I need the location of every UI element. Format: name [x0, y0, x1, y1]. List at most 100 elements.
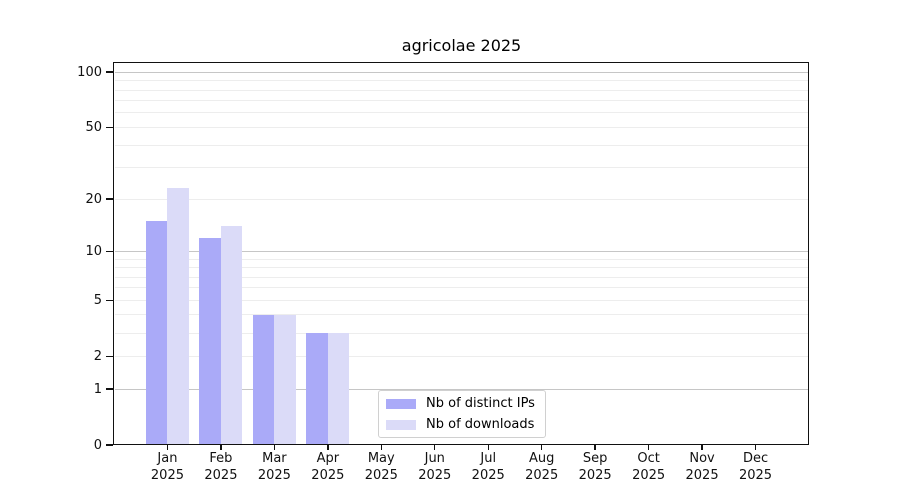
- legend-label-distinct-ips: Nb of distinct IPs: [426, 396, 535, 411]
- gridline-minor: [115, 80, 808, 82]
- x-tick: [540, 445, 543, 450]
- y-tick: [106, 198, 113, 200]
- x-tick-month: Jul: [480, 451, 497, 466]
- gridline-minor: [115, 276, 808, 278]
- legend: Nb of distinct IPs Nb of downloads: [378, 390, 546, 438]
- y-tick-label: 5: [93, 292, 102, 308]
- x-tick-month: May: [367, 451, 395, 466]
- bar-distinct-ips-mar: [252, 314, 275, 444]
- bar-downloads-feb: [220, 226, 243, 444]
- bar-downloads-mar: [274, 314, 296, 444]
- legend-swatch-downloads: [386, 419, 416, 430]
- x-tick-label-mar: Mar 2025: [246, 451, 302, 484]
- x-tick: [701, 445, 703, 450]
- x-tick-year: 2025: [471, 467, 505, 483]
- x-tick: [647, 445, 650, 450]
- x-tick-label-nov: Nov 2025: [674, 451, 730, 484]
- y-tick-label: 100: [77, 64, 102, 80]
- y-tick: [106, 355, 113, 357]
- gridline-minor: [115, 355, 808, 357]
- y-tick: [106, 126, 113, 129]
- gridline-major: [115, 250, 808, 252]
- x-tick-year: 2025: [364, 467, 398, 483]
- x-tick-month: Nov: [689, 451, 715, 466]
- x-tick-year: 2025: [311, 467, 345, 483]
- x-tick-month: Feb: [209, 451, 233, 466]
- gridline-major: [115, 388, 808, 390]
- x-tick-label-oct: Oct 2025: [621, 451, 677, 484]
- x-tick-month: Oct: [637, 451, 660, 466]
- x-tick: [434, 445, 436, 450]
- y-tick-label: 1: [93, 381, 102, 397]
- gridline-major: [115, 71, 808, 73]
- legend-item-downloads: Nb of downloads: [386, 415, 545, 434]
- x-tick: [487, 445, 489, 450]
- legend-item-distinct-ips: Nb of distinct IPs: [386, 394, 545, 413]
- x-tick: [594, 445, 596, 450]
- x-tick-year: 2025: [204, 467, 238, 483]
- y-tick-label: 20: [85, 191, 102, 207]
- gridline-minor: [115, 314, 808, 316]
- x-tick: [166, 445, 169, 450]
- x-tick: [380, 445, 382, 450]
- gridline-minor: [115, 100, 808, 102]
- x-tick-month: Jan: [157, 451, 178, 466]
- x-tick-label-dec: Dec 2025: [728, 451, 784, 484]
- x-tick-month: Aug: [528, 451, 555, 466]
- x-tick-year: 2025: [418, 467, 452, 483]
- x-tick-label-jun: Jun 2025: [407, 451, 463, 484]
- gridline-minor: [115, 126, 808, 128]
- gridline-minor: [115, 167, 808, 169]
- x-tick-label-feb: Feb 2025: [193, 451, 249, 484]
- x-tick-year: 2025: [257, 467, 291, 483]
- x-tick-month: Sep: [582, 451, 608, 466]
- gridline-minor: [115, 112, 808, 114]
- x-tick-month: Mar: [262, 451, 287, 466]
- bar-distinct-ips-feb: [199, 237, 221, 444]
- gridline-minor: [115, 198, 808, 200]
- y-tick-label: 50: [85, 119, 102, 135]
- x-tick-year: 2025: [525, 467, 559, 483]
- x-tick: [273, 445, 276, 450]
- x-tick-label-may: May 2025: [353, 451, 409, 484]
- legend-swatch-distinct-ips: [386, 398, 416, 409]
- x-tick-label-jan: Jan 2025: [139, 451, 195, 484]
- chart-title: agricolae 2025: [401, 36, 522, 55]
- x-tick-month: Jun: [424, 451, 445, 466]
- x-tick-month: Apr: [316, 451, 340, 466]
- y-tick: [106, 71, 113, 73]
- x-tick: [327, 445, 329, 450]
- x-tick-label-apr: Apr 2025: [300, 451, 356, 484]
- x-tick-label-sep: Sep 2025: [567, 451, 623, 484]
- x-tick-label-jul: Jul 2025: [460, 451, 516, 484]
- x-tick-label-aug: Aug 2025: [514, 451, 570, 484]
- gridline-minor: [115, 267, 808, 268]
- x-tick-year: 2025: [150, 467, 184, 483]
- gridline-minor: [115, 287, 808, 289]
- y-tick: [106, 250, 113, 252]
- y-tick: [106, 444, 113, 446]
- gridline-minor: [115, 299, 808, 301]
- bar-downloads-jan: [167, 188, 189, 444]
- y-tick: [106, 388, 113, 390]
- y-tick-label: 10: [85, 243, 102, 259]
- x-tick: [754, 445, 757, 450]
- y-tick-label: 2: [93, 348, 102, 364]
- gridline-minor: [115, 258, 808, 260]
- x-tick-year: 2025: [578, 467, 612, 483]
- bar-downloads-apr: [327, 333, 350, 444]
- bar-distinct-ips-jan: [145, 221, 168, 444]
- x-tick-year: 2025: [738, 467, 773, 483]
- bar-distinct-ips-apr: [306, 333, 328, 444]
- legend-label-downloads: Nb of downloads: [426, 417, 535, 432]
- x-tick-month: Dec: [742, 451, 769, 466]
- y-tick: [106, 299, 113, 301]
- x-tick: [220, 445, 222, 450]
- gridline-minor: [115, 89, 808, 91]
- gridline-minor: [115, 144, 808, 146]
- y-tick-label: 0: [93, 437, 102, 453]
- x-tick-year: 2025: [685, 467, 719, 483]
- gridline-minor: [115, 332, 808, 334]
- x-tick-year: 2025: [632, 467, 666, 483]
